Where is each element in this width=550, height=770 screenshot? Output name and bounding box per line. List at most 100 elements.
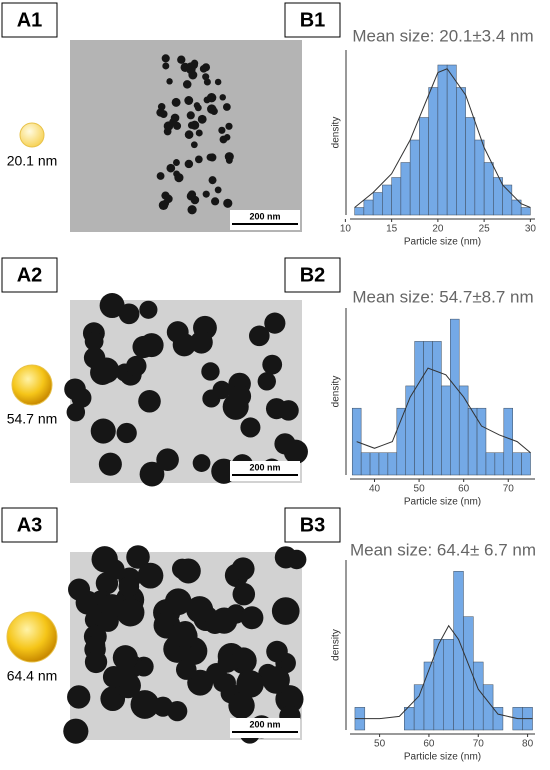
x-tick-label: 10 <box>340 224 352 235</box>
tem-particle <box>223 134 231 141</box>
tem-particle <box>63 718 89 744</box>
hist-bar <box>441 385 451 476</box>
hist-bar <box>521 452 531 476</box>
tem-particle <box>139 461 165 487</box>
tem-image: 200 nm <box>70 40 302 232</box>
tem-particle <box>232 582 256 606</box>
tem-particle <box>278 400 299 421</box>
x-tick-label: 80 <box>522 739 534 750</box>
tem-particle <box>218 126 226 134</box>
tem-particle <box>166 163 176 173</box>
tem-particle <box>156 172 165 180</box>
hist-bar <box>446 64 457 216</box>
tem-particle <box>240 417 261 438</box>
panel-label-box <box>284 2 341 38</box>
tem-particle <box>206 153 214 161</box>
tem-particle <box>175 659 197 680</box>
tem-particle <box>184 159 194 169</box>
tem-particle <box>228 692 255 719</box>
hist-bar <box>458 385 469 476</box>
tem-particle <box>236 670 264 698</box>
x-tick-label: 15 <box>386 224 398 235</box>
tem-image: 200 nm <box>64 293 308 487</box>
particle-icon <box>19 122 45 148</box>
tem-particle <box>85 635 106 655</box>
hist-bar <box>443 639 454 731</box>
hist-bar <box>423 341 433 476</box>
tem-particle <box>170 113 180 123</box>
hist-bar <box>492 707 504 731</box>
panel-label: A1 <box>17 9 43 31</box>
hist-bar <box>474 139 485 216</box>
hist-bar <box>512 452 522 476</box>
panel-label-box <box>284 507 341 543</box>
size-label: 20.1 nm <box>7 153 58 169</box>
x-tick-label: 50 <box>414 484 426 495</box>
hist-bar <box>494 452 505 476</box>
tem-particle <box>99 293 125 319</box>
panel-label: A3 <box>17 514 43 536</box>
tem-particle <box>225 122 233 130</box>
tem-particle <box>212 380 231 400</box>
tem-particle <box>211 197 220 206</box>
tem-particle <box>137 562 164 589</box>
tem-particle <box>262 354 283 375</box>
hist-bar <box>378 452 389 476</box>
hist-bar <box>483 162 494 216</box>
tem-particle <box>159 110 168 118</box>
particle-icon <box>11 364 53 406</box>
hist-bar <box>360 452 371 476</box>
tem-particle <box>258 663 278 684</box>
particle-icon <box>6 611 58 663</box>
x-tick-label: 25 <box>479 224 491 235</box>
hist-bar <box>450 318 460 476</box>
size-label: 54.7 nm <box>7 411 58 427</box>
hist-bar <box>363 199 374 216</box>
tem-particle <box>171 97 181 107</box>
hist-bar <box>453 571 464 731</box>
hist-bar <box>423 661 435 731</box>
hist-bar <box>354 207 365 216</box>
tem-particle <box>188 70 198 80</box>
tem-particle <box>222 103 231 111</box>
hist-bar <box>503 407 513 476</box>
hist-bar <box>413 684 425 731</box>
tem-image: 200 nm <box>63 545 307 744</box>
tem-particle <box>240 606 264 630</box>
tem-particle <box>186 111 195 120</box>
y-axis-label: density <box>331 376 342 408</box>
tem-particle <box>177 55 186 64</box>
hist-bar <box>428 87 439 216</box>
tem-particle <box>225 156 233 164</box>
tem-particle <box>90 418 116 444</box>
tem-particle <box>271 597 300 625</box>
tem-particle <box>66 402 86 422</box>
hist-bar <box>405 385 415 476</box>
tem-particle <box>64 378 86 401</box>
tem-particle <box>186 62 196 72</box>
tem-particle <box>206 92 217 103</box>
panel-label-box <box>1 2 58 38</box>
y-axis-label: density <box>331 117 342 149</box>
tem-particle <box>228 385 252 408</box>
tem-particle <box>199 64 208 73</box>
tem-particle <box>223 198 233 208</box>
hist-bar <box>419 117 429 216</box>
tem-particle <box>214 186 222 194</box>
tem-particle <box>138 389 161 413</box>
hist-bar <box>409 139 420 216</box>
tem-particle <box>162 62 170 70</box>
tem-particle <box>231 557 255 581</box>
panel-label-box <box>1 257 58 293</box>
tem-particle <box>202 190 210 198</box>
x-tick-label: 40 <box>369 484 381 495</box>
hist-bar <box>456 87 466 216</box>
x-tick-label: 60 <box>458 484 470 495</box>
tem-particle <box>190 330 213 354</box>
tem-particle <box>130 690 160 719</box>
tem-particle <box>100 594 125 618</box>
tem-particle <box>167 624 191 647</box>
hist-bar <box>485 452 496 476</box>
tem-particle <box>187 121 196 129</box>
